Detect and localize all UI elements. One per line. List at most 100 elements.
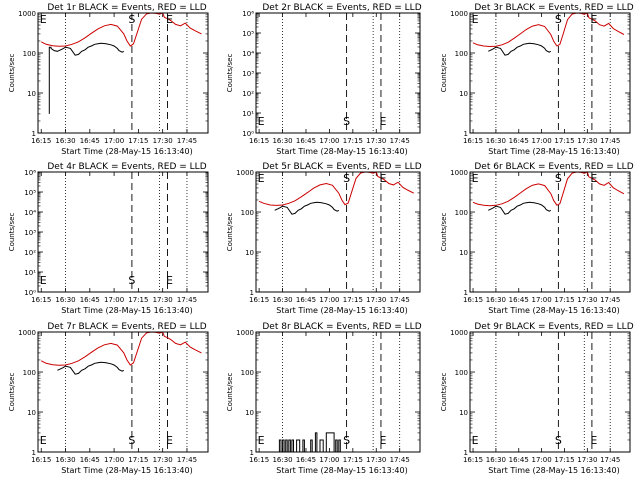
y-tick-label: 1000 xyxy=(450,169,468,177)
x-tick-label: 16:45 xyxy=(296,456,316,464)
series-line-1 xyxy=(40,12,202,47)
x-axis-label: Start Time (28-May-15 16:13:40) xyxy=(61,147,192,156)
x-tick-label: 16:30 xyxy=(55,456,75,464)
y-tick-label: 1 xyxy=(464,130,468,138)
y-axis-label: Counts/sec xyxy=(440,213,448,252)
x-tick-label: 17:15 xyxy=(128,296,148,304)
x-axis-label: Start Time (28-May-15 16:13:40) xyxy=(276,306,407,315)
y-tick-label: 10⁶ xyxy=(24,169,36,177)
chart-panel-1: Det 1r BLACK = Events, RED = LLD Start Ti… xyxy=(8,3,209,156)
series-line-1 xyxy=(40,331,202,366)
marker-e: E xyxy=(379,434,386,447)
series-line-2 xyxy=(488,201,552,215)
y-tick-label: 10 xyxy=(245,249,254,257)
x-tick-label: 17:30 xyxy=(153,137,173,145)
x-tick-label: 16:15 xyxy=(463,296,483,304)
x-tick-label: 17:00 xyxy=(319,137,339,145)
x-tick-label: 16:30 xyxy=(55,296,75,304)
series-line-1 xyxy=(472,12,625,48)
x-tick-label: 16:15 xyxy=(249,456,269,464)
marker-s: S xyxy=(555,13,562,26)
y-tick-label: 1000 xyxy=(236,169,254,177)
marker-e: E xyxy=(472,13,479,26)
marker-e: E xyxy=(40,13,47,26)
y-tick-label: 1 xyxy=(32,449,36,457)
x-tick-label: 17:30 xyxy=(366,137,386,145)
y-tick-label: 10² xyxy=(24,249,36,257)
y-tick-label: 10 xyxy=(459,249,468,257)
y-tick-label: 10 xyxy=(459,409,468,417)
y-tick-label: 10⁴ xyxy=(24,209,36,217)
series-line-2 xyxy=(57,361,125,375)
x-tick-label: 16:15 xyxy=(463,137,483,145)
y-tick-label: 1000 xyxy=(18,10,36,18)
x-axis-label: Start Time (28-May-15 16:13:40) xyxy=(61,306,192,315)
x-tick-label: 17:45 xyxy=(390,296,410,304)
x-tick-label: 17:30 xyxy=(153,456,173,464)
y-tick-label: 1000 xyxy=(236,329,254,337)
y-tick-label: 10 xyxy=(27,90,36,98)
x-tick-label: 17:15 xyxy=(128,137,148,145)
y-tick-label: 1 xyxy=(250,449,254,457)
marker-s: S xyxy=(128,434,135,447)
marker-s: S xyxy=(343,115,350,128)
x-tick-label: 16:30 xyxy=(272,137,292,145)
plot-frame xyxy=(37,171,209,293)
plot-frame xyxy=(37,12,209,134)
x-tick-label: 17:00 xyxy=(104,137,124,145)
x-tick-label: 16:45 xyxy=(509,137,529,145)
marker-e: E xyxy=(379,172,386,185)
x-tick-label: 17:45 xyxy=(177,456,197,464)
y-tick-label: 100 xyxy=(455,369,468,377)
chart-panel-3: Det 3r BLACK = Events, RED = LLD Start Ti… xyxy=(440,3,634,156)
marker-e: E xyxy=(258,115,265,128)
marker-s: S xyxy=(343,434,350,447)
chart-title: Det 7r BLACK = Events, RED = LLD xyxy=(47,322,206,332)
x-tick-label: 17:15 xyxy=(554,137,574,145)
x-tick-label: 17:00 xyxy=(532,296,552,304)
marker-e: E xyxy=(166,274,173,287)
y-tick-label: 10 xyxy=(245,409,254,417)
y-axis-label: Counts/sec xyxy=(8,213,16,252)
chart-panel-6: Det 6r BLACK = Events, RED = LLD Start Ti… xyxy=(440,162,634,315)
marker-e: E xyxy=(379,115,386,128)
chart-panel-8: Det 8r BLACK = Events, RED = LLD Start Ti… xyxy=(226,322,422,475)
x-tick-label: 17:00 xyxy=(104,296,124,304)
x-tick-label: 17:15 xyxy=(343,137,363,145)
plot-frame xyxy=(469,331,631,453)
marker-e: E xyxy=(40,274,47,287)
x-tick-label: 16:45 xyxy=(80,296,100,304)
x-axis-label: Start Time (28-May-15 16:13:40) xyxy=(488,147,619,156)
marker-e: E xyxy=(166,13,173,26)
y-tick-label: 100 xyxy=(23,369,36,377)
chart-title: Det 6r BLACK = Events, RED = LLD xyxy=(474,162,633,172)
x-tick-label: 17:00 xyxy=(532,456,552,464)
y-axis-label: Counts/sec xyxy=(226,54,234,93)
x-tick-label: 17:45 xyxy=(177,296,197,304)
x-tick-label: 17:00 xyxy=(319,296,339,304)
y-tick-label: 100 xyxy=(241,209,254,217)
x-axis-label: Start Time (28-May-15 16:13:40) xyxy=(276,147,407,156)
x-tick-label: 17:45 xyxy=(390,137,410,145)
x-tick-label: 17:15 xyxy=(554,296,574,304)
marker-s: S xyxy=(555,434,562,447)
x-tick-label: 17:30 xyxy=(577,296,597,304)
series-line-1 xyxy=(258,171,415,206)
x-tick-label: 17:15 xyxy=(128,456,148,464)
x-tick-label: 17:15 xyxy=(343,296,363,304)
marker-s: S xyxy=(343,172,350,185)
x-axis-label: Start Time (28-May-15 16:13:40) xyxy=(488,466,619,475)
y-tick-label: 10⁴ xyxy=(242,50,254,58)
x-tick-label: 16:30 xyxy=(486,456,506,464)
marker-e: E xyxy=(590,172,597,185)
x-tick-label: 17:30 xyxy=(577,456,597,464)
chart-title: Det 1r BLACK = Events, RED = LLD xyxy=(47,3,206,13)
y-tick-label: 1 xyxy=(250,289,254,297)
y-tick-label: 1 xyxy=(464,449,468,457)
x-tick-label: 16:45 xyxy=(296,137,316,145)
chart-panel-9: Det 9r BLACK = Events, RED = LLD Start Ti… xyxy=(440,322,634,475)
y-tick-label: 1 xyxy=(464,289,468,297)
y-tick-label: 1000 xyxy=(450,10,468,18)
y-tick-label: 10² xyxy=(242,90,254,98)
y-axis-label: Counts/sec xyxy=(440,54,448,93)
